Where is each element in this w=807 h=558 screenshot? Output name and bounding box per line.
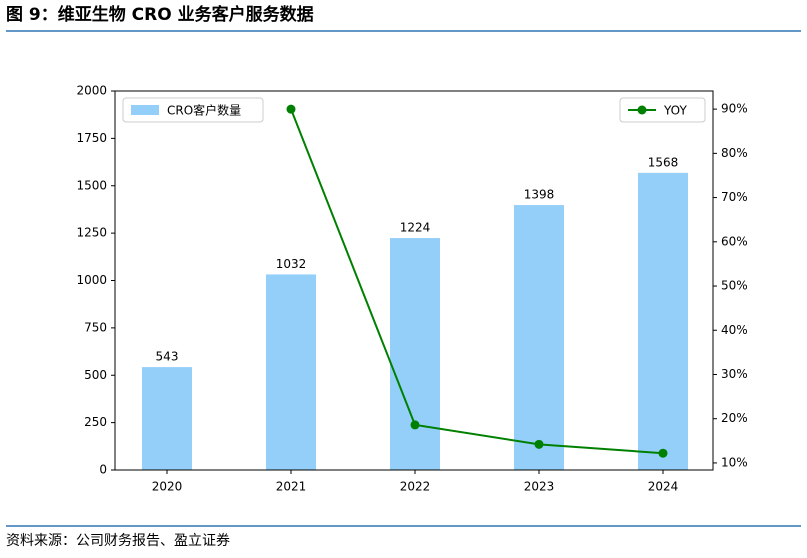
point	[658, 448, 668, 458]
value-label: 1032	[276, 257, 307, 271]
line	[290, 108, 664, 455]
y-tick-label: 2000	[76, 84, 107, 98]
y-tick-label: 1000	[76, 273, 107, 287]
value-label: 1224	[400, 221, 431, 235]
y2-tick-label: 80%	[721, 146, 748, 160]
legend-box	[619, 97, 706, 123]
legend-marker	[637, 105, 647, 115]
y2-tick-label: 10%	[721, 455, 748, 469]
legend-label: YOY	[663, 104, 687, 118]
bar	[390, 238, 440, 470]
value-label: 543	[156, 350, 179, 364]
y2-tick-label: 30%	[721, 367, 748, 381]
plot-frame	[114, 90, 714, 471]
y2-tick-label: 40%	[721, 323, 748, 337]
value-label: 1568	[648, 155, 679, 169]
value-label: 1398	[524, 188, 555, 202]
y2-tick-label: 60%	[721, 234, 748, 248]
legend-box	[122, 97, 264, 123]
y-tick-label: 750	[84, 320, 107, 334]
x-tick-label: 2023	[524, 480, 555, 494]
legend-swatch	[131, 105, 159, 115]
point	[410, 420, 420, 430]
x-tick-label: 2021	[276, 480, 307, 494]
y2-tick-label: 50%	[721, 279, 748, 293]
y2-tick-label: 90%	[721, 102, 748, 116]
legend-label: CRO客户数量	[167, 103, 241, 118]
y2-tick-label: 70%	[721, 190, 748, 204]
chart-title: 图 9：维亚生物 CRO 业务客户服务数据	[6, 4, 314, 25]
x-tick-label: 2022	[400, 480, 431, 494]
y2-tick-label: 20%	[721, 411, 748, 425]
point	[286, 104, 296, 114]
y-tick-label: 500	[84, 368, 107, 382]
source: 资料来源：公司财务报告、盈立证券	[6, 533, 230, 549]
point	[534, 439, 544, 449]
bar	[266, 274, 316, 470]
y-tick-label: 1250	[76, 226, 107, 240]
y-tick-label: 0	[99, 463, 107, 477]
bar	[142, 367, 192, 470]
bar	[638, 172, 688, 470]
x-tick-label: 2024	[648, 480, 679, 494]
x-tick-label: 2020	[152, 480, 183, 494]
y-tick-label: 1750	[76, 131, 107, 145]
y-tick-label: 1500	[76, 178, 107, 192]
y-tick-label: 250	[84, 415, 107, 429]
bar	[514, 205, 564, 471]
